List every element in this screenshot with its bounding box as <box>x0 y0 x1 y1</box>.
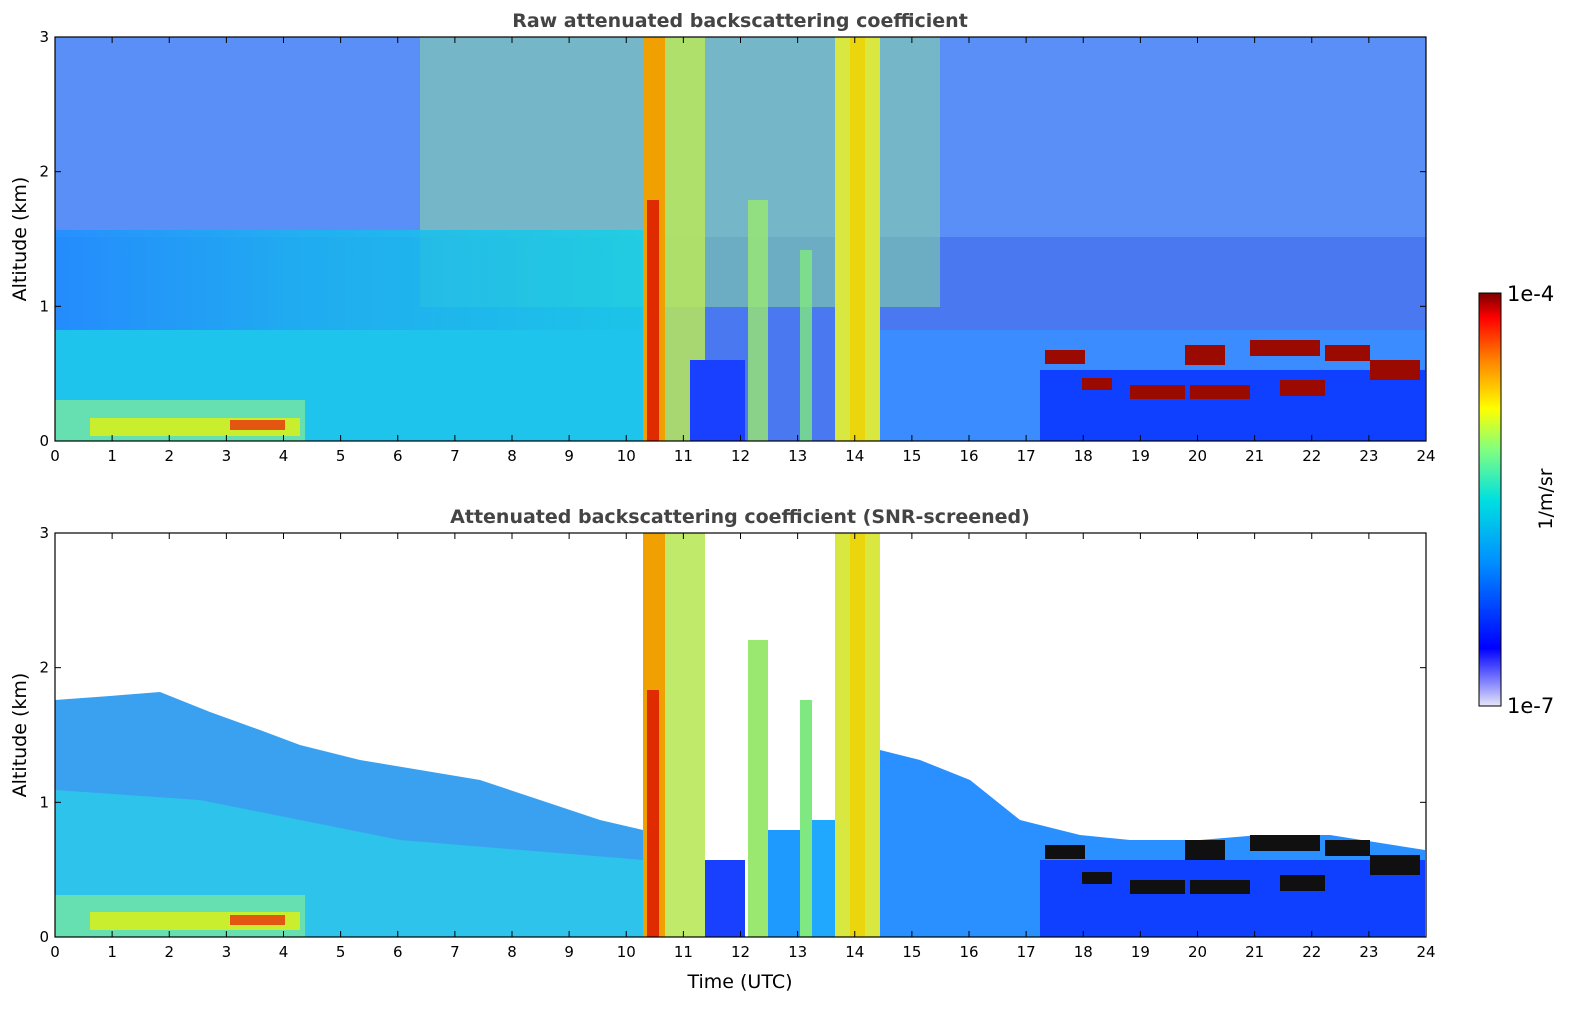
colorbar-gradient <box>1478 292 1502 707</box>
colorbar: 1e-4 1e-7 1/m/sr <box>1478 282 1557 718</box>
x-tick-label: 17 <box>1017 447 1036 465</box>
y-tick-label: 0 <box>39 928 49 946</box>
y-tick-label: 1 <box>39 793 49 811</box>
x-tick-label: 12 <box>731 943 750 961</box>
x-tick-label: 24 <box>1416 943 1435 961</box>
x-tick-label: 10 <box>617 447 636 465</box>
x-tick-label: 1 <box>107 943 117 961</box>
x-tick-label: 13 <box>788 447 807 465</box>
x-tick-label: 10 <box>617 943 636 961</box>
y-tick-label: 0 <box>39 432 49 450</box>
x-tick-label: 23 <box>1359 447 1378 465</box>
y-tick-label: 2 <box>39 163 49 181</box>
panel-screened-xticks: 0 1 2 3 4 5 6 7 8 9 10 11 12 13 14 15 16 17 18 19 20 21 22 23 24 <box>50 533 1436 961</box>
x-tick-label: 2 <box>164 943 174 961</box>
x-tick-label: 19 <box>1131 447 1150 465</box>
raw-cloud-layer <box>1045 340 1420 399</box>
panel-raw-ylabel: Altitude (km) <box>9 177 31 302</box>
x-tick-label: 21 <box>1245 447 1264 465</box>
x-tick-label: 6 <box>393 447 403 465</box>
x-tick-label: 4 <box>279 447 289 465</box>
x-tick-label: 4 <box>279 943 289 961</box>
screened-cloud-layer <box>1045 835 1420 894</box>
x-tick-label: 20 <box>1188 447 1207 465</box>
x-tick-label: 9 <box>564 943 574 961</box>
x-tick-label: 22 <box>1302 943 1321 961</box>
x-tick-label: 17 <box>1017 943 1036 961</box>
x-tick-label: 7 <box>450 447 460 465</box>
panel-raw-yticks: 0 1 2 3 <box>39 28 1426 450</box>
colorbar-min-label: 1e-7 <box>1507 694 1554 718</box>
x-tick-label: 6 <box>393 943 403 961</box>
x-tick-label: 20 <box>1188 943 1207 961</box>
x-tick-label: 23 <box>1359 943 1378 961</box>
x-tick-label: 18 <box>1074 943 1093 961</box>
colorbar-unit-label: 1/m/sr <box>1535 468 1557 529</box>
panel-raw-heatmap <box>55 37 1426 441</box>
x-tick-label: 16 <box>959 447 978 465</box>
x-tick-label: 22 <box>1302 447 1321 465</box>
x-tick-label: 8 <box>507 447 517 465</box>
x-tick-label: 0 <box>50 943 60 961</box>
x-tick-label: 1 <box>107 447 117 465</box>
y-tick-label: 3 <box>39 28 49 46</box>
x-tick-label: 11 <box>674 447 693 465</box>
x-tick-label: 12 <box>731 447 750 465</box>
x-tick-label: 13 <box>788 943 807 961</box>
x-tick-label: 0 <box>50 447 60 465</box>
x-tick-label: 3 <box>222 447 232 465</box>
panel-raw: Raw attenuated backscattering coefficien… <box>9 10 1436 465</box>
panel-screened-heatmap <box>55 533 1425 937</box>
y-tick-label: 1 <box>39 297 49 315</box>
x-tick-label: 5 <box>336 943 346 961</box>
x-tick-label: 7 <box>450 943 460 961</box>
y-tick-label: 2 <box>39 659 49 677</box>
x-tick-label: 8 <box>507 943 517 961</box>
x-tick-label: 21 <box>1245 943 1264 961</box>
panel-raw-title: Raw attenuated backscattering coefficien… <box>512 10 968 32</box>
x-tick-label: 18 <box>1074 447 1093 465</box>
panel-screened-xlabel: Time (UTC) <box>686 971 792 993</box>
x-tick-label: 11 <box>674 943 693 961</box>
x-tick-label: 15 <box>902 447 921 465</box>
x-tick-label: 19 <box>1131 943 1150 961</box>
panel-screened: Attenuated backscattering coefficient (S… <box>9 506 1436 993</box>
panel-screened-ylabel: Altitude (km) <box>9 673 31 798</box>
x-tick-label: 2 <box>164 447 174 465</box>
panel-screened-yticks: 0 1 2 3 <box>39 524 1426 946</box>
x-tick-label: 5 <box>336 447 346 465</box>
x-tick-label: 3 <box>222 943 232 961</box>
x-tick-label: 14 <box>845 447 864 465</box>
x-tick-label: 9 <box>564 447 574 465</box>
x-tick-label: 24 <box>1416 447 1435 465</box>
panel-screened-title: Attenuated backscattering coefficient (S… <box>450 506 1030 528</box>
x-tick-label: 15 <box>902 943 921 961</box>
y-tick-label: 3 <box>39 524 49 542</box>
panel-raw-xticks: 0 1 2 3 4 5 6 7 8 9 10 11 12 13 14 15 16 17 18 19 20 21 22 23 24 <box>50 37 1436 465</box>
x-tick-label: 16 <box>959 943 978 961</box>
x-tick-label: 14 <box>845 943 864 961</box>
colorbar-max-label: 1e-4 <box>1507 282 1554 306</box>
